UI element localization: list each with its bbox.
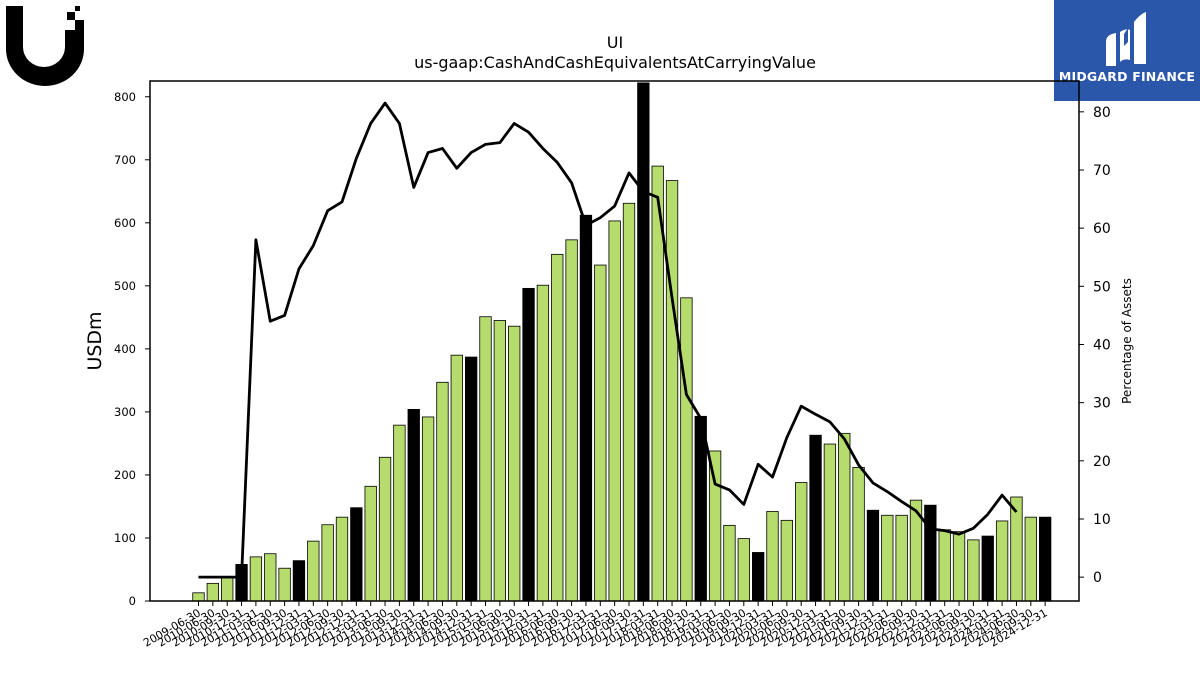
y-axis-label: USDm: [84, 311, 106, 370]
y-tick-label: 800: [114, 90, 136, 104]
bar: [780, 519, 793, 602]
bar: [938, 529, 951, 602]
bar: [1024, 516, 1037, 602]
bar: [981, 535, 994, 602]
bar: [421, 416, 435, 602]
y2-tick-label: 50: [1093, 279, 1111, 295]
y2-tick-label: 70: [1093, 163, 1111, 179]
bar: [307, 540, 320, 602]
y-axis-left: 0 100 200 300 400 500 600 700 800: [114, 90, 150, 608]
bar: [321, 524, 334, 602]
bar: [249, 556, 263, 602]
bar: [708, 450, 722, 602]
y-tick-label: 600: [114, 216, 136, 230]
bar: [292, 560, 306, 602]
y2-tick-label: 60: [1093, 221, 1111, 237]
bar: [694, 415, 707, 602]
bar: [608, 220, 621, 602]
bar: [881, 514, 894, 602]
bar: [407, 408, 420, 602]
bar: [579, 214, 593, 602]
bar: [221, 576, 234, 602]
brand-name: MIDGARD FINANCE: [1058, 69, 1196, 84]
bar: [665, 180, 679, 602]
bar: [594, 264, 607, 602]
bar: [737, 538, 750, 602]
y2-tick-label: 0: [1093, 570, 1102, 586]
y2-axis-label: Percentage of Assets: [1120, 278, 1134, 404]
y-tick-label: 700: [114, 153, 136, 167]
bar: [508, 325, 521, 602]
bar: [1039, 516, 1052, 602]
percentage-line: [198, 101, 1018, 579]
y-tick-label: 0: [129, 594, 136, 608]
y-tick-label: 400: [114, 342, 136, 356]
ui-logo-icon: [6, 6, 84, 86]
bar: [264, 553, 277, 602]
bar: [450, 354, 463, 602]
bar: [995, 520, 1009, 602]
bar: [838, 432, 851, 602]
y-tick-label: 200: [114, 468, 136, 482]
midgard-mark-icon: [1106, 12, 1146, 66]
bar: [565, 239, 578, 602]
bar: [680, 297, 693, 602]
bar: [536, 284, 550, 602]
bar: [852, 466, 865, 602]
bar: [206, 582, 220, 602]
y2-tick-label: 10: [1093, 512, 1111, 528]
bar: [924, 504, 937, 602]
bar: [809, 434, 822, 602]
bar: [1010, 496, 1023, 602]
bar: [350, 507, 363, 602]
line-layer: [198, 101, 1018, 579]
bar: [752, 552, 765, 602]
bar: [723, 524, 736, 602]
bar: [823, 443, 837, 602]
bar: [637, 82, 650, 602]
bar: [335, 516, 349, 602]
bar: [895, 514, 908, 602]
y-tick-label: 100: [114, 531, 136, 545]
bar: [364, 485, 377, 602]
bar: [393, 424, 406, 602]
bar: [278, 567, 291, 602]
y-tick-label: 300: [114, 405, 136, 419]
bar: [551, 253, 564, 602]
y2-tick-label: 80: [1093, 105, 1111, 121]
bar: [795, 482, 808, 602]
x-axis: 2009-06-302010-06-302010-09-302010-12-31…: [141, 601, 1050, 650]
bar: [479, 316, 492, 602]
bar: [766, 511, 779, 602]
bar: [952, 531, 966, 602]
bar-layer: [192, 82, 1052, 602]
bar: [464, 356, 478, 602]
bar: [866, 509, 880, 602]
bar: [436, 381, 449, 602]
bar: [622, 202, 636, 602]
bar: [378, 456, 392, 602]
y-tick-label: 500: [114, 279, 136, 293]
y2-tick-label: 30: [1093, 396, 1111, 412]
y2-tick-label: 40: [1093, 337, 1111, 353]
bar: [522, 287, 535, 602]
y-axis-right: 0 10 20 30 40 50 60 70 80: [1079, 105, 1111, 586]
chart-subtitle: us-gaap:CashAndCashEquivalentsAtCarrying…: [414, 53, 816, 72]
bar: [967, 539, 980, 602]
bar: [192, 592, 205, 602]
chart-title: UI: [607, 33, 623, 52]
bar: [493, 320, 507, 602]
y2-tick-label: 20: [1093, 454, 1111, 470]
